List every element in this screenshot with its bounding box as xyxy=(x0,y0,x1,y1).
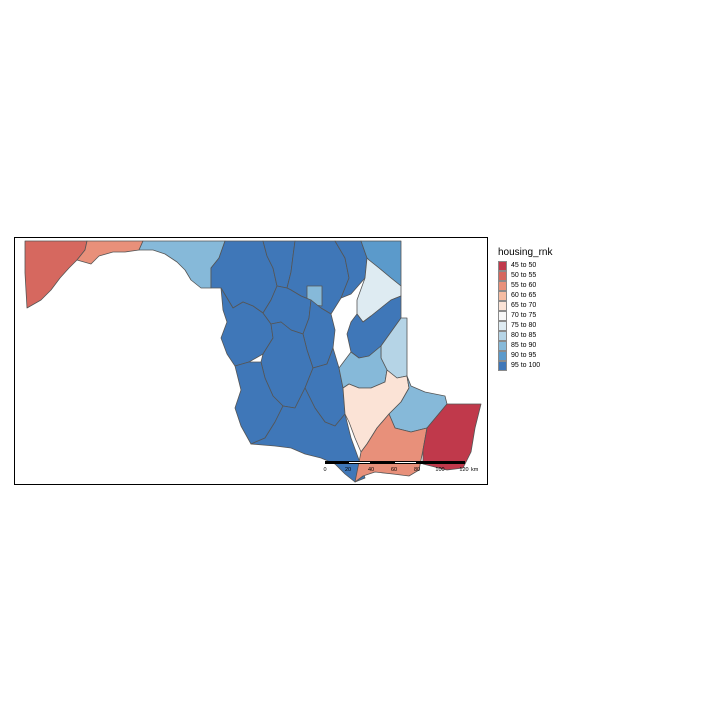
legend-label: 45 to 50 xyxy=(511,262,537,269)
legend-item: 45 to 50 xyxy=(498,261,552,271)
legend-swatch xyxy=(498,361,507,371)
legend-item: 60 to 65 xyxy=(498,291,552,301)
legend-item: 75 to 80 xyxy=(498,321,552,331)
scale-segment xyxy=(417,461,440,464)
scale-tick-label: 20 xyxy=(344,467,352,473)
legend-item: 65 to 70 xyxy=(498,301,552,311)
legend-label: 60 to 65 xyxy=(511,292,537,299)
legend-swatch xyxy=(498,261,507,271)
legend-item: 80 to 85 xyxy=(498,331,552,341)
legend-swatch xyxy=(498,281,507,291)
scale-tick-label: 0 xyxy=(323,467,327,473)
legend-item: 95 to 100 xyxy=(498,361,552,371)
legend-label: 65 to 70 xyxy=(511,302,537,309)
scale-unit-label: km xyxy=(471,467,479,473)
scale-tick-label: 40 xyxy=(367,467,375,473)
legend-swatch xyxy=(498,301,507,311)
scale-segment xyxy=(440,461,465,464)
legend-item: 70 to 75 xyxy=(498,311,552,321)
region-st-marys xyxy=(250,387,366,483)
legend-label: 80 to 85 xyxy=(511,332,537,339)
legend-swatch xyxy=(498,351,507,361)
map-legend: housing_rnk 45 to 50 50 to 55 55 to 60 6… xyxy=(498,247,552,371)
region-worcester xyxy=(422,403,482,471)
legend-item: 50 to 55 xyxy=(498,271,552,281)
legend-label: 55 to 60 xyxy=(511,282,537,289)
legend-label: 85 to 90 xyxy=(511,342,537,349)
legend-label: 70 to 75 xyxy=(511,312,537,319)
legend-item: 85 to 90 xyxy=(498,341,552,351)
scale-tick-label: 100 xyxy=(435,467,445,473)
scale-tick-label: 120 xyxy=(459,467,469,473)
choropleth-map xyxy=(24,240,482,483)
legend-item: 90 to 95 xyxy=(498,351,552,361)
region-allegany xyxy=(76,240,144,265)
scale-tick-label: 80 xyxy=(413,467,421,473)
scale-segment xyxy=(371,461,394,464)
scale-bar: 0 20 40 60 80 100 120 km xyxy=(323,461,479,477)
legend-title: housing_rnk xyxy=(498,247,553,258)
legend-swatch xyxy=(498,341,507,351)
legend-label: 95 to 100 xyxy=(511,362,541,369)
scale-tick-label: 60 xyxy=(390,467,398,473)
region-garrett xyxy=(24,240,88,309)
legend-swatch xyxy=(498,291,507,301)
legend-items: 45 to 50 50 to 55 55 to 60 60 to 65 65 t… xyxy=(498,261,552,371)
legend-label: 50 to 55 xyxy=(511,272,537,279)
legend-label: 75 to 80 xyxy=(511,322,537,329)
scale-segment xyxy=(348,461,371,464)
legend-swatch xyxy=(498,321,507,331)
legend-item: 55 to 60 xyxy=(498,281,552,291)
scale-segment xyxy=(394,461,417,464)
legend-label: 90 to 95 xyxy=(511,352,537,359)
scale-segment xyxy=(325,461,348,464)
legend-swatch xyxy=(498,311,507,321)
map-frame xyxy=(14,237,488,485)
legend-swatch xyxy=(498,271,507,281)
legend-swatch xyxy=(498,331,507,341)
